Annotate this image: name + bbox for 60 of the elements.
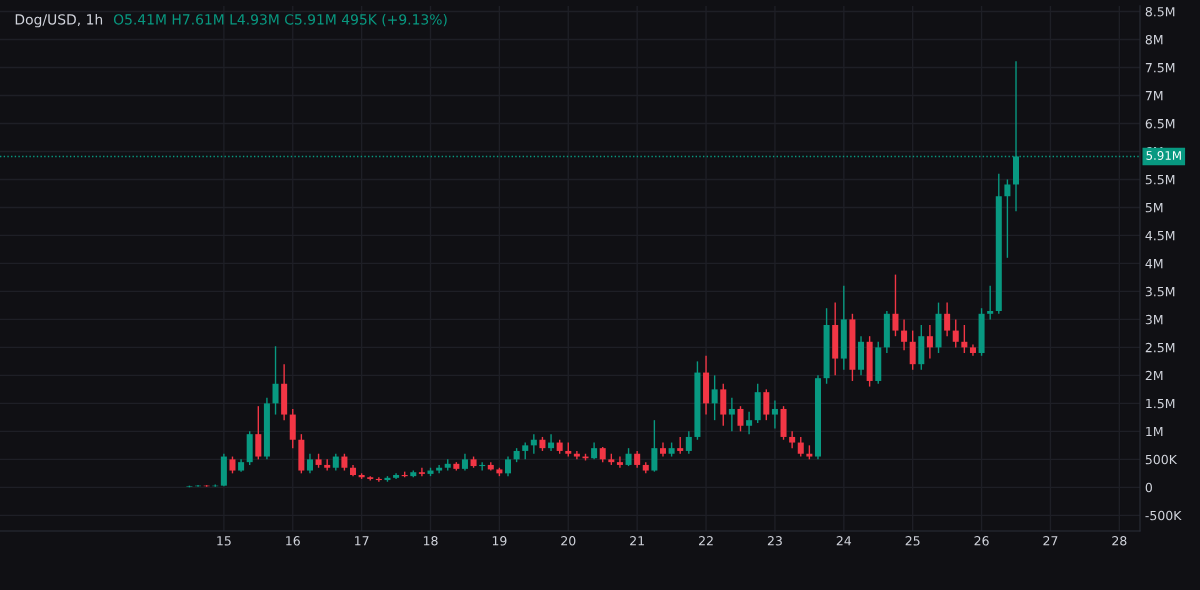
- y-tick-label: 2.5M: [1145, 342, 1175, 353]
- x-tick-label: 21: [630, 536, 644, 546]
- y-tick-label: 0: [1145, 482, 1152, 493]
- y-tick-label: 3.5M: [1145, 286, 1175, 297]
- candlestick: [728, 397, 735, 433]
- candlestick: [255, 405, 262, 461]
- candlestick: [711, 374, 718, 421]
- x-tick-label: 15: [217, 536, 231, 546]
- candlestick: [324, 458, 331, 472]
- x-tick-label: 27: [1043, 536, 1058, 546]
- candlestick: [651, 419, 658, 473]
- x-tick-label: 24: [836, 536, 852, 546]
- y-tick-label: 6.5M: [1145, 118, 1175, 129]
- candlestick: [306, 453, 313, 475]
- y-tick-label: 7M: [1145, 91, 1163, 101]
- y-tick-label: 5M: [1145, 203, 1163, 213]
- x-tick-label: 17: [355, 536, 369, 546]
- candlestick: [737, 405, 744, 433]
- candlestick: [763, 388, 770, 421]
- y-tick-label: 8M: [1145, 34, 1163, 45]
- x-tick-label: 20: [561, 536, 576, 546]
- candlestick: [797, 436, 804, 458]
- y-tick-label: 8.5M: [1145, 6, 1175, 17]
- x-tick-label: 19: [492, 536, 507, 546]
- candlestick: [789, 430, 796, 449]
- ref-line-label: 5.91M: [1146, 150, 1181, 160]
- candlestick: [909, 329, 916, 371]
- y-tick-label: 4M: [1145, 259, 1163, 269]
- y-tick-label: -500K: [1145, 510, 1182, 521]
- text: Dog/USD, 1h: [15, 13, 103, 28]
- candlestick: [771, 399, 778, 430]
- x-tick-label: 28: [1112, 536, 1127, 546]
- candlestick: [272, 345, 279, 416]
- candlestick: [987, 285, 994, 321]
- candlestick: [944, 301, 951, 337]
- candlestick: [616, 455, 623, 469]
- candlestick: [952, 318, 959, 349]
- x-tick-label: 22: [699, 536, 713, 546]
- y-tick-label: 1M: [1146, 426, 1163, 437]
- candlestick: [1004, 178, 1011, 259]
- text: O5.41M H7.61M L4.93M C5.91M 495K (+9.13%): [113, 13, 447, 27]
- y-tick-label: 500K: [1145, 454, 1178, 465]
- candlestick: [685, 430, 692, 455]
- candlestick: [418, 467, 425, 477]
- candlestick: [504, 455, 512, 477]
- y-tick-label: 5.5M: [1145, 175, 1175, 185]
- y-tick-label: 2M: [1145, 370, 1163, 381]
- x-tick-label: 25: [905, 536, 920, 546]
- candlestick: [892, 273, 899, 337]
- y-tick-label: 7.5M: [1145, 63, 1175, 73]
- candlestick: [926, 324, 933, 360]
- x-tick-label: 23: [767, 536, 782, 546]
- candlestick: [746, 411, 753, 435]
- x-tick-label: 16: [286, 536, 300, 546]
- x-tick-label: 26: [974, 536, 989, 546]
- y-tick-label: 1.5M: [1146, 399, 1175, 409]
- y-tick-label: 4.5M: [1145, 231, 1175, 241]
- x-tick-label: 18: [423, 536, 438, 546]
- y-tick-label: 3M: [1145, 314, 1163, 325]
- candlestick: [901, 318, 908, 351]
